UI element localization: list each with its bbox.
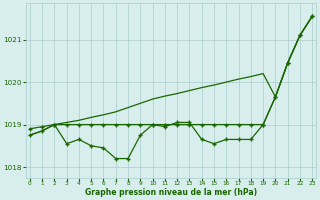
X-axis label: Graphe pression niveau de la mer (hPa): Graphe pression niveau de la mer (hPa) — [85, 188, 257, 197]
